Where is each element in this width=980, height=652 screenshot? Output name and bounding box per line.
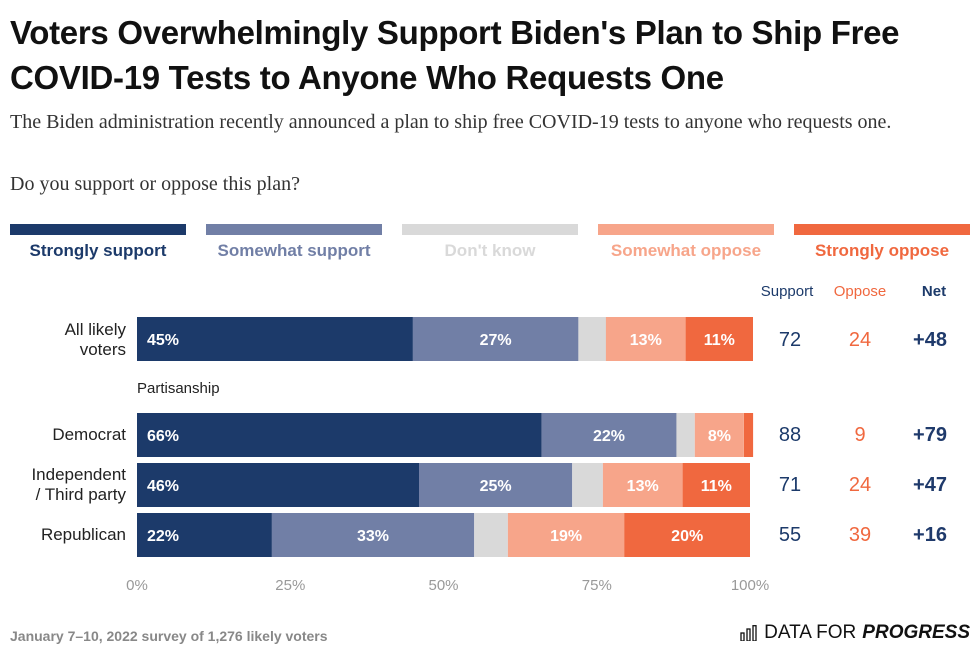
survey-question: Do you support or oppose this plan? [10,173,300,195]
bar-data-label: 13% [627,478,659,495]
legend-swatch [10,224,186,235]
legend-label: Strongly oppose [814,241,950,260]
chart-subtitle: The Biden administration recently announ… [10,111,892,133]
oppose-value: 9 [854,424,866,446]
column-header-net: Net [921,283,947,300]
bar-data-label: 33% [357,528,389,545]
bar-segment [743,413,754,457]
row-label-line: / Third party [35,485,126,504]
bar-segment [271,513,475,557]
net-value: +16 [913,524,947,546]
bar-segment [682,463,750,507]
x-tick-label: 25% [275,577,305,594]
bar-segment [412,317,579,361]
bar-segment [137,463,419,507]
bar-segment [137,513,272,557]
row-label-republican: Republican [0,525,126,545]
bar-data-label: 25% [480,478,512,495]
bar-segment [602,463,683,507]
brand-logo: DATA FOR PROGRESS [740,622,970,644]
bar-data-label: 20% [671,528,703,545]
section-label-partisanship: Partisanship [137,380,220,397]
bar-chart-icon [740,625,757,641]
net-value: +48 [913,329,947,351]
bar-segment [694,413,744,457]
row-label-all-likely-voters: All likely voters [0,320,126,360]
bar-data-label: 11% [704,332,735,349]
bar-data-label: 8% [708,428,731,445]
bar-data-label: 13% [630,332,662,349]
bar-data-label: 19% [550,528,582,545]
bar-segment [605,317,686,361]
legend-label: Don't know [444,241,536,260]
legend-swatch [598,224,774,235]
x-tick-label: 75% [582,577,612,594]
bar-segment [474,513,508,557]
row-label-line: All likely [64,320,126,339]
bar-segment [419,463,573,507]
bar-segment [578,317,606,361]
brand-name: PROGRESS [862,622,970,643]
oppose-value: 24 [848,329,872,351]
row-label-democrat: Democrat [0,425,126,445]
x-tick-label: 0% [126,577,148,594]
column-header-oppose: Oppose [833,283,887,300]
legend-label: Strongly support [29,241,167,260]
row-label-line: Independent [31,465,126,484]
bar-data-label: 22% [147,528,179,545]
row-label-line: Republican [40,525,126,544]
brand-prefix: DATA FOR [764,622,857,643]
legend-item-dont-know: Don't know [402,224,578,261]
support-value: 55 [778,524,802,546]
row-label-independent: Independent / Third party [0,465,126,505]
row-label-line: voters [79,340,126,359]
x-tick-label: 50% [428,577,458,594]
legend-swatch [206,224,382,235]
legend-item-somewhat-oppose: Somewhat oppose [598,224,774,261]
legend-swatch [794,224,970,235]
bar-segment [676,413,695,457]
row-label-line: Democrat [52,425,126,444]
bar-data-label: 22% [593,428,625,445]
legend-item-strongly-oppose: Strongly oppose [794,224,970,261]
bar-segment [541,413,677,457]
bar-segment [685,317,753,361]
bar-segment [624,513,750,557]
support-value: 72 [778,329,802,351]
bar-data-label: 46% [147,478,179,495]
bar-data-label: 45% [147,332,179,349]
bar-segment [507,513,625,557]
chart-title: Voters Overwhelmingly Support Biden's Pl… [10,14,900,96]
oppose-value: 24 [848,474,872,496]
legend-label: Somewhat support [217,241,371,260]
bar-data-label: 66% [147,428,179,445]
legend-item-somewhat-support: Somewhat support [206,224,382,261]
support-value: 71 [778,474,802,496]
survey-footnote: January 7–10, 2022 survey of 1,276 likel… [10,628,328,644]
bar-segment [572,463,603,507]
bar-data-label: 11% [701,478,732,495]
bar-segment [137,413,542,457]
support-value: 88 [778,424,802,446]
bar-segment [137,317,413,361]
column-header-support: Support [760,283,814,300]
legend-label: Somewhat oppose [610,241,762,260]
net-value: +47 [913,474,947,496]
net-value: +79 [913,424,947,446]
legend-swatch [402,224,578,235]
legend-item-strongly-support: Strongly support [10,224,186,261]
oppose-value: 39 [848,524,872,546]
bar-data-label: 27% [480,332,512,349]
x-tick-label: 100% [731,577,769,594]
